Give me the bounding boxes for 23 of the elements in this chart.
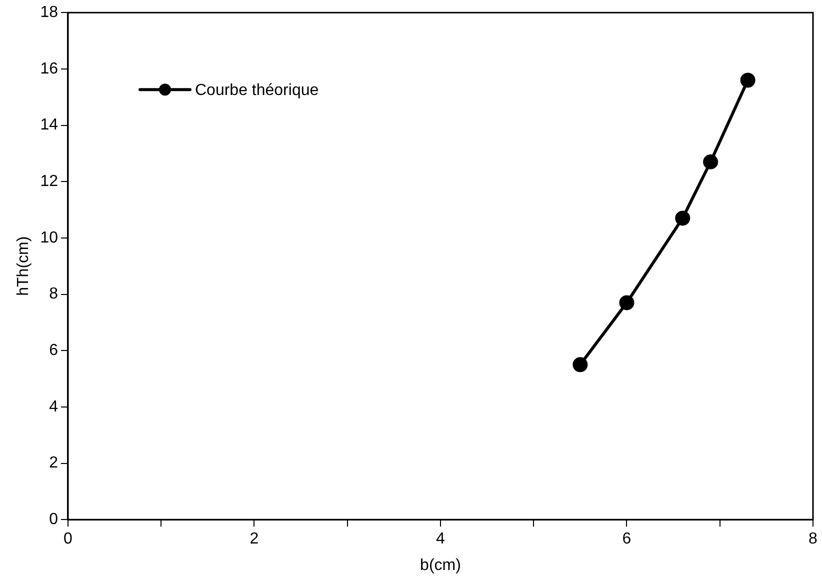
y-tick-label: 10 bbox=[40, 229, 58, 246]
x-tick-label: 0 bbox=[64, 530, 73, 548]
y-tick-label: 8 bbox=[49, 286, 58, 303]
x-axis-title: b(cm) bbox=[420, 556, 461, 574]
y-tick-label: 18 bbox=[40, 4, 58, 22]
y-tick-label: 16 bbox=[40, 60, 58, 78]
y-tick-label: 12 bbox=[40, 173, 58, 190]
y-tick-label: 14 bbox=[40, 116, 58, 134]
y-tick-label: 4 bbox=[49, 398, 58, 416]
point bbox=[740, 72, 756, 88]
point bbox=[675, 210, 690, 226]
x-tick-label: 4 bbox=[436, 530, 446, 548]
legend-label: Courbe théorique bbox=[194, 82, 319, 100]
x-tick-label: 6 bbox=[622, 530, 632, 548]
point bbox=[619, 295, 634, 310]
point bbox=[703, 154, 718, 170]
y-tick-label: 6 bbox=[49, 342, 58, 360]
y-axis-title: hTh(cm) bbox=[15, 236, 32, 296]
y-tick-label: 2 bbox=[49, 454, 58, 472]
point bbox=[572, 357, 588, 372]
x-tick-label: 8 bbox=[808, 530, 818, 548]
x-tick-label: 2 bbox=[250, 530, 259, 548]
y-tick-label: 0 bbox=[49, 511, 58, 528]
